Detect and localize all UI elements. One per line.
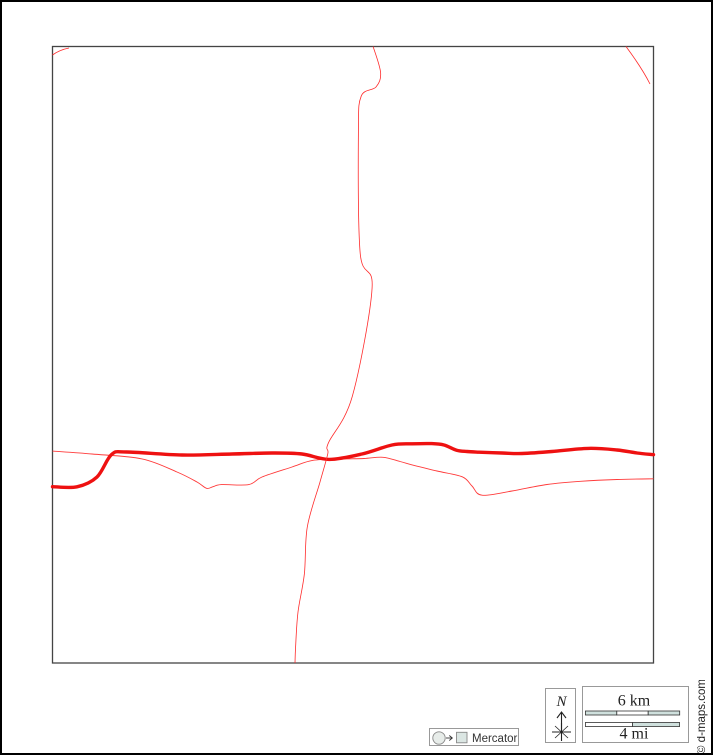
svg-text:Mercator: Mercator <box>472 733 518 745</box>
svg-text:© d-maps.com: © d-maps.com <box>697 680 708 754</box>
svg-text:6 km: 6 km <box>618 693 651 710</box>
svg-text:4 mi: 4 mi <box>620 726 649 743</box>
svg-text:N: N <box>555 694 567 710</box>
